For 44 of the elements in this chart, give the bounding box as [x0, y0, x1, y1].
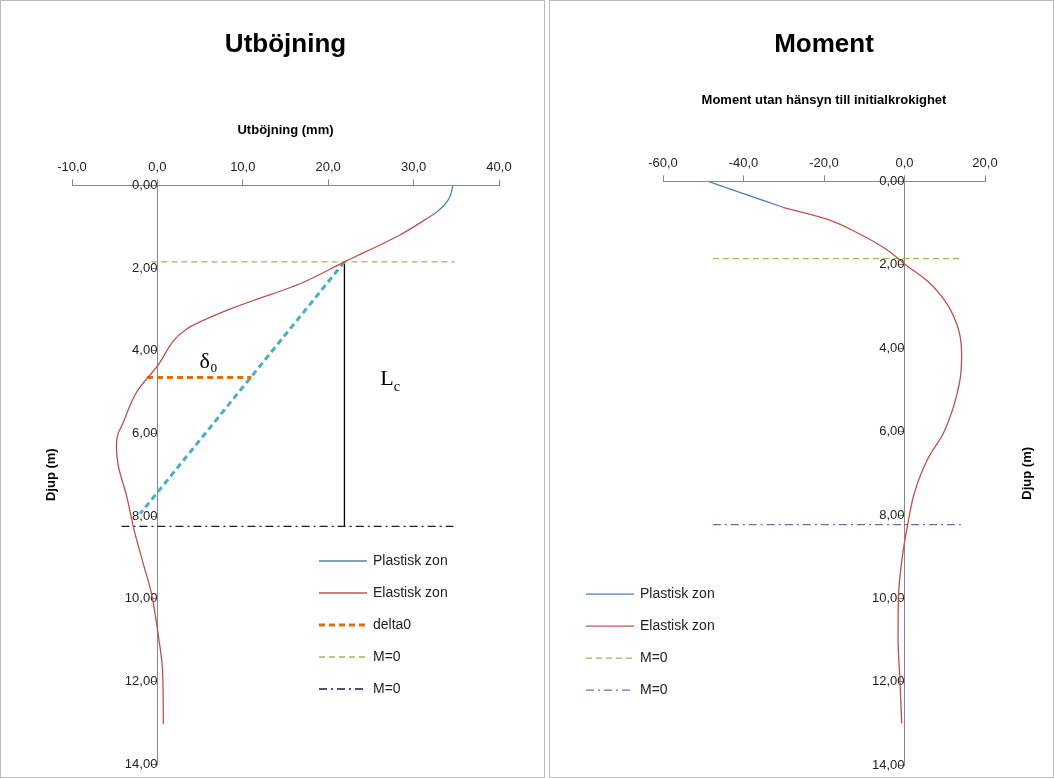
y-tick-label: 14,00 [871, 756, 905, 772]
line-series [434, 185, 454, 215]
x-tick-label: 0,0 [148, 159, 167, 175]
chart-title: Moment [774, 27, 875, 58]
chart-title: Utböjning [224, 27, 347, 58]
legend-label: Plastisk zon [373, 551, 448, 568]
x-tick-label: 20,0 [315, 159, 341, 175]
y-tick-label: 2,00 [132, 259, 158, 275]
y-tick-label: 4,00 [879, 339, 905, 355]
y-tick-label: 12,00 [124, 672, 158, 688]
y-tick-label: 6,00 [879, 423, 905, 439]
annotation: δ₀ [199, 347, 218, 373]
x-tick-label: -10,0 [57, 159, 87, 175]
y-tick-label: 6,00 [132, 424, 158, 440]
x-tick-label: -40,0 [728, 155, 759, 171]
x-tick-label: 30,0 [400, 159, 427, 175]
x-tick-label: 20,0 [972, 155, 998, 171]
legend-label: M=0 [640, 649, 668, 666]
x-tick-label: 40,0 [486, 159, 512, 175]
legend-label: M=0 [373, 647, 401, 664]
y-tick-label: 12,00 [871, 673, 905, 689]
x-tick-label: 0,0 [895, 155, 914, 171]
x-axis-title: Moment utan hänsyn till initialkrokighet [701, 91, 948, 107]
legend-label: Plastisk zon [640, 585, 715, 602]
y-tick-label: 10,00 [124, 590, 158, 606]
y-tick-label: 14,00 [124, 755, 158, 771]
legend-label: Elastisk zon [373, 583, 448, 600]
y-tick-label: 4,00 [132, 342, 158, 358]
legend-label: delta0 [373, 615, 412, 632]
y-tick-label: 8,00 [879, 506, 905, 522]
x-tick-label: -60,0 [648, 155, 678, 171]
y-tick-label: 0,00 [132, 176, 158, 192]
x-tick-label: 10,0 [230, 159, 256, 175]
line-series [782, 206, 963, 725]
legend-label: M=0 [640, 681, 668, 698]
x-tick-label: -20,0 [809, 155, 839, 171]
y-tick-label: 2,00 [879, 256, 905, 272]
legend-label: M=0 [373, 679, 401, 696]
legend-label: Elastisk zon [640, 617, 715, 634]
y-axis-title: Djup (m) [1018, 446, 1034, 500]
y-axis-title: Djup (m) [42, 448, 58, 502]
y-tick-label: 0,00 [879, 172, 905, 188]
y-tick-label: 8,00 [132, 507, 158, 523]
x-axis-title: Utböjning (mm) [237, 121, 334, 137]
